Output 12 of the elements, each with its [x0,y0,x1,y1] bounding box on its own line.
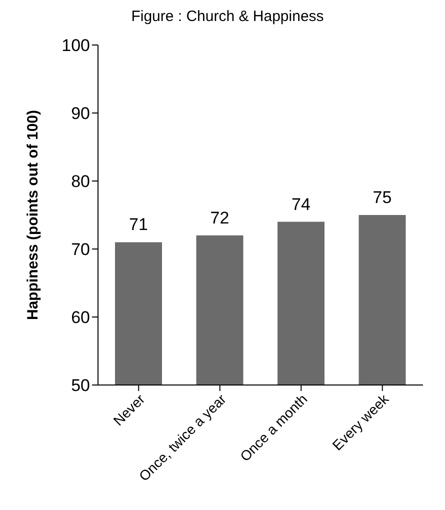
y-tick-label: 80 [71,172,90,192]
y-tick-label: 90 [71,104,90,124]
chart-title: Figure : Church & Happiness [130,8,325,25]
data-label: 75 [372,188,392,207]
data-label: 72 [210,208,230,228]
y-tick-label: 60 [71,308,90,328]
y-axis-title: Happiness (points out of 100) [24,110,42,320]
data-label: 74 [292,194,310,214]
data-label: 71 [129,215,148,234]
y-tick-label: 70 [71,240,90,260]
y-tick-label: 100 [62,36,90,56]
y-tick-label: 50 [71,376,90,396]
